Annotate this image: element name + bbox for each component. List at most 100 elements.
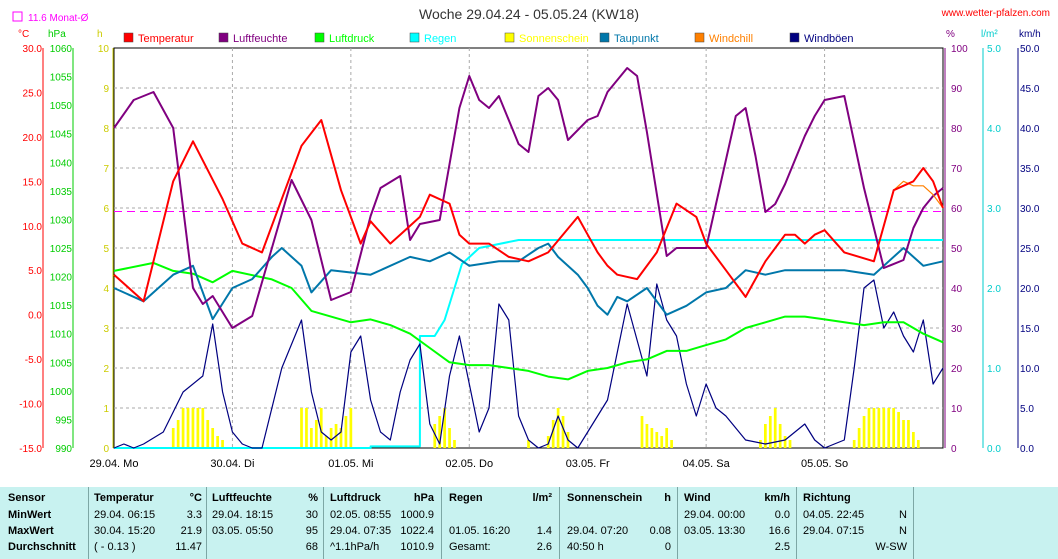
tick-label: 1.0 xyxy=(987,364,1001,375)
summary-cell: 0.08 xyxy=(649,525,671,537)
sunshine-bar xyxy=(196,408,200,448)
summary-unit: h xyxy=(664,492,671,504)
series-line-windchill xyxy=(893,180,944,209)
chart-title: Woche 29.04.24 - 05.05.24 (KW18) xyxy=(419,6,639,22)
sunshine-bar xyxy=(912,432,915,448)
summary-cell: 1022.4 xyxy=(400,525,434,537)
summary-cell: 3.3 xyxy=(186,509,202,521)
sunshine-bar xyxy=(546,436,550,448)
legend-label: Luftfeuchte xyxy=(233,33,287,45)
tick-label: 8 xyxy=(103,124,109,135)
sunshine-bar xyxy=(867,408,871,448)
sunshine-bar xyxy=(171,428,175,448)
summary-header-humidity: Luftfeuchte xyxy=(212,492,272,504)
sunshine-bar xyxy=(310,428,313,448)
tick-label: 0.0 xyxy=(28,311,42,322)
legend-label: Windchill xyxy=(709,33,753,45)
summary-header-pressure: Luftdruck xyxy=(330,492,381,504)
tick-label: -15.0 xyxy=(19,444,42,455)
tick-label: 20.0 xyxy=(1020,284,1040,295)
x-tick-label: 29.04. Mo xyxy=(90,458,139,470)
unit-hpa: hPa xyxy=(48,29,66,40)
tick-label: 1040 xyxy=(50,158,73,169)
monthly-average-icon xyxy=(12,11,23,22)
divider xyxy=(677,487,678,559)
legend-label: Temperatur xyxy=(138,33,194,45)
sunshine-bar xyxy=(319,408,323,448)
tick-label: 10 xyxy=(98,44,110,55)
sunshine-bar xyxy=(862,416,866,448)
summary-unit: l/m² xyxy=(532,492,552,504)
summary-cell: 0.0 xyxy=(774,509,790,521)
unit-celsius: °C xyxy=(18,29,29,40)
summary-header-wind: Wind xyxy=(684,492,711,504)
x-tick-label: 03.05. Fr xyxy=(566,458,610,470)
summary-cell: 29.04. 07:20 xyxy=(567,525,629,537)
summary-cell: 1010.9 xyxy=(400,541,434,553)
sunshine-bar xyxy=(551,420,555,448)
summary-cell: 95 xyxy=(305,525,318,537)
sunshine-bar xyxy=(788,440,792,448)
tick-label: 90 xyxy=(951,84,963,95)
tick-label: 1000 xyxy=(50,387,73,398)
sunshine-bar xyxy=(759,440,762,448)
x-tick-label: 04.05. Sa xyxy=(683,458,731,470)
sunshine-bar xyxy=(349,408,353,448)
tick-label: 35.0 xyxy=(1020,164,1040,175)
legend-swatch xyxy=(123,32,134,43)
sunshine-bar xyxy=(877,408,881,448)
tick-label: 5 xyxy=(103,244,109,255)
tick-label: 60 xyxy=(951,204,963,215)
tick-label: 0.0 xyxy=(987,444,1001,455)
summary-cell: Gesamt: xyxy=(449,541,491,553)
sunshine-bar xyxy=(783,436,787,448)
summary-header-sunshine: Sonnenschein xyxy=(567,492,643,504)
tick-label: 3.0 xyxy=(987,204,1001,215)
sunshine-bar xyxy=(300,408,303,448)
weather-chart: Woche 29.04.24 - 05.05.24 (KW18) www.wet… xyxy=(12,6,1050,470)
summary-cell: ^1.1hPa/h xyxy=(330,541,380,553)
sunshine-bar xyxy=(443,408,446,448)
tick-label: 2.0 xyxy=(987,284,1001,295)
sunshine-bar xyxy=(882,408,886,448)
summary-cell: 21.9 xyxy=(180,525,202,537)
site-url[interactable]: www.wetter-pfalzen.com xyxy=(941,8,1050,19)
summary-cell: 16.6 xyxy=(768,525,790,537)
tick-label: 5.0 xyxy=(1020,404,1034,415)
tick-label: 10.0 xyxy=(23,222,43,233)
axes: 30.025.020.015.010.05.00.0-5.0-10.0-15.0… xyxy=(19,44,1040,455)
sunshine-bar xyxy=(556,408,560,448)
tick-label: 30.0 xyxy=(1020,204,1040,215)
sunshine-bar xyxy=(892,408,896,448)
summary-cell: 0 xyxy=(664,541,671,553)
divider xyxy=(441,487,442,559)
tick-label: 5.0 xyxy=(28,266,42,277)
tick-label: 0.0 xyxy=(1020,444,1034,455)
sunshine-bar xyxy=(907,420,910,448)
sunshine-bar xyxy=(305,408,308,448)
divider xyxy=(796,487,797,559)
legend-swatch xyxy=(409,32,420,43)
summary-cell: 29.04. 07:35 xyxy=(330,525,392,537)
tick-label: 1045 xyxy=(50,130,73,141)
tick-label: 1055 xyxy=(50,73,73,84)
sunshine-bar xyxy=(916,440,920,448)
x-tick-label: 02.05. Do xyxy=(445,458,493,470)
tick-label: -10.0 xyxy=(19,400,42,411)
divider xyxy=(559,487,560,559)
sunshine-bar xyxy=(887,408,891,448)
summary-cell: 68 xyxy=(305,541,318,553)
tick-label: 1030 xyxy=(50,215,73,226)
sunshine-bar xyxy=(433,424,437,448)
summary-cell: N xyxy=(899,525,907,537)
summary-col-rain: Regen l/m² 01.05. 16:20 1.4 Gesamt: 2.6 xyxy=(449,487,552,559)
sunshine-bar xyxy=(650,428,654,448)
sunshine-bar xyxy=(852,440,856,448)
summary-header-temperature: Temperatur xyxy=(94,492,154,504)
x-tick-label: 05.05. So xyxy=(801,458,848,470)
unit-hours: h xyxy=(97,29,103,40)
tick-label: 1060 xyxy=(50,44,73,55)
summary-col-humidity: Luftfeuchte % 29.04. 18:15 30 03.05. 05:… xyxy=(212,487,318,559)
summary-col-temperature: Temperatur °C 29.04. 06:15 3.3 30.04. 15… xyxy=(94,487,202,559)
summary-table: Sensor MinWert MaxWert Durchschnitt Temp… xyxy=(0,487,1058,559)
